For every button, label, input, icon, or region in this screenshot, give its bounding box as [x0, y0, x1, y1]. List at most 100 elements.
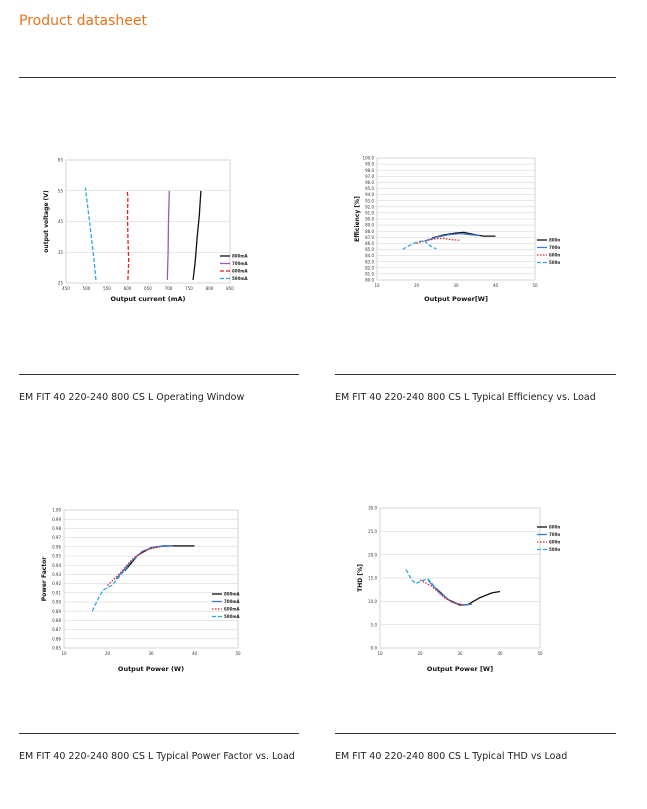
- legend-label: 800mA: [224, 592, 241, 597]
- y-tick-label: 20.0: [368, 552, 377, 557]
- x-tick-label: 40: [192, 651, 198, 656]
- chart-caption: EM FIT 40 220-240 800 CS L Typical THD v…: [335, 751, 568, 762]
- x-axis-label: Output current (mA): [111, 295, 186, 303]
- chart-power-factor: 0.85 0.86 0.87 0.88 0.89 0.90 0.91 0.92 0.93 0.94…: [28, 505, 263, 675]
- y-tick-label: 0.97: [52, 535, 61, 540]
- y-tick-label: 0.89: [52, 609, 61, 614]
- y-axis-label: Power Factor: [41, 557, 48, 602]
- caption-rule: [19, 733, 299, 734]
- y-tick-label: 81.0: [365, 272, 374, 277]
- series-line: [126, 190, 130, 280]
- y-tick-label: 0.87: [52, 627, 61, 632]
- chart-operating-window: 25 35 45 55 65 450 500 550 600 650 700 750 800 850 Out…: [40, 150, 255, 305]
- x-tick-label: 20: [417, 651, 423, 656]
- x-tick-label: 850: [226, 286, 234, 291]
- x-tick-label: 10: [61, 651, 67, 656]
- x-axis-label: Output Power[W]: [424, 295, 488, 303]
- chart-efficiency: 80.0 81.0 82.0 83.0 84.0 85.0 86.0 87.0 88.0 89.0…: [345, 150, 560, 305]
- legend-label: 500mA: [232, 276, 249, 281]
- y-tick-label: 94.0: [365, 192, 374, 197]
- series-line: [419, 579, 465, 606]
- series-line: [91, 563, 130, 612]
- y-tick-label: 1.00: [52, 508, 61, 513]
- x-tick-label: 30: [453, 283, 459, 288]
- legend-label: 600mA: [549, 253, 560, 258]
- y-tick-label: 0.93: [52, 572, 61, 577]
- y-tick-label: 25.0: [368, 529, 377, 534]
- x-tick-label: 50: [537, 651, 543, 656]
- y-tick-label: 0.85: [52, 646, 61, 651]
- x-tick-label: 50: [235, 651, 241, 656]
- x-tick-label: 40: [493, 283, 499, 288]
- y-tick-label: 84.0: [365, 253, 374, 258]
- chart-svg: 0.85 0.86 0.87 0.88 0.89 0.90 0.91 0.92 0.93 0.94…: [41, 508, 241, 673]
- y-tick-label: 82.0: [365, 265, 374, 270]
- y-tick-label: 83.0: [365, 259, 374, 264]
- y-tick-label: 0.88: [52, 618, 61, 623]
- y-tick-label: 93.0: [365, 198, 374, 203]
- legend-label: 700mA: [549, 245, 560, 250]
- chart-svg: 0.0 5.0 10.0 15.0 20.0 25.0 30.0 10 20 30 40 50 Outp…: [357, 506, 560, 673]
- series-line: [432, 231, 496, 239]
- legend-label: 600mA: [224, 607, 241, 612]
- y-tick-label: 87.0: [365, 235, 374, 240]
- y-tick-label: 95.0: [365, 186, 374, 191]
- legend-label: 500mA: [549, 260, 560, 265]
- legend-label: 700mA: [549, 532, 560, 537]
- y-tick-label: 15.0: [368, 576, 377, 581]
- x-tick-label: 50: [532, 283, 538, 288]
- caption-rule: [335, 733, 616, 734]
- chart-svg: 80.081.0 82.083.084.085.086.087.088.089.0…: [354, 156, 560, 303]
- legend-label: 800mA: [232, 254, 249, 259]
- x-tick-label: 30: [148, 651, 154, 656]
- y-tick-label: 30.0: [368, 506, 377, 511]
- y-tick-label: 0.90: [52, 600, 61, 605]
- x-tick-label: 450: [62, 286, 70, 291]
- legend-label: 700mA: [224, 599, 241, 604]
- legend-label: 800mA: [549, 525, 560, 530]
- y-tick-label: 100.0: [363, 156, 375, 161]
- y-tick-label: 0.98: [52, 526, 61, 531]
- x-tick-label: 650: [144, 286, 152, 291]
- y-tick-label: 0.92: [52, 581, 61, 586]
- x-tick-label: 600: [124, 286, 132, 291]
- x-tick-label: 40: [497, 651, 503, 656]
- y-tick-label: 45: [58, 219, 64, 224]
- page-title: Product datasheet: [19, 13, 148, 29]
- x-tick-label: 10: [377, 651, 383, 656]
- x-tick-label: 30: [457, 651, 463, 656]
- series-line: [166, 190, 170, 280]
- legend-label: 500mA: [549, 547, 560, 552]
- y-tick-label: 92.0: [365, 204, 374, 209]
- y-tick-label: 98.0: [365, 168, 374, 173]
- series-line: [405, 569, 437, 589]
- y-tick-label: 91.0: [365, 211, 374, 216]
- chart-caption: EM FIT 40 220-240 800 CS L Typical Effic…: [335, 392, 596, 403]
- x-tick-label: 550: [103, 286, 111, 291]
- legend-label: 600mA: [549, 540, 560, 545]
- x-tick-label: 20: [414, 283, 420, 288]
- caption-rule: [335, 374, 616, 375]
- y-tick-label: 0.91: [52, 590, 61, 595]
- y-tick-label: 96.0: [365, 180, 374, 185]
- y-tick-label: 55: [58, 188, 64, 193]
- series-line: [107, 546, 160, 586]
- x-tick-label: 800: [206, 286, 214, 291]
- x-tick-label: 10: [374, 283, 380, 288]
- series-line: [402, 239, 437, 251]
- chart-caption: EM FIT 40 220-240 800 CS L Typical Power…: [19, 751, 295, 762]
- y-tick-label: 0.96: [52, 544, 61, 549]
- series-line: [424, 232, 480, 242]
- y-tick-label: 65: [58, 158, 64, 163]
- y-tick-label: 99.0: [365, 162, 374, 167]
- y-axis-label: Efficiency [%]: [354, 196, 361, 242]
- header-divider: [19, 77, 616, 78]
- y-tick-label: 25: [58, 281, 64, 286]
- x-tick-label: 20: [105, 651, 111, 656]
- chart-thd: 0.0 5.0 10.0 15.0 20.0 25.0 30.0 10 20 30 40 50 Outp…: [345, 500, 560, 675]
- y-tick-label: 0.86: [52, 636, 61, 641]
- series-line: [192, 190, 202, 280]
- y-tick-label: 0.99: [52, 517, 61, 522]
- plot-area: [63, 509, 239, 649]
- caption-rule: [19, 374, 299, 375]
